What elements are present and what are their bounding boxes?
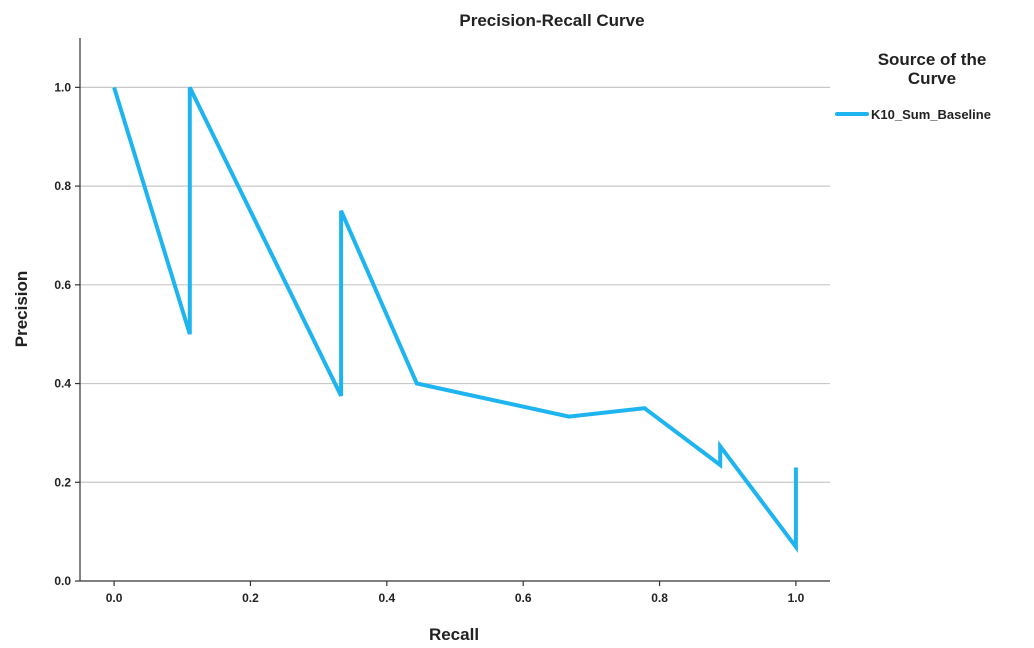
y-axis-title: Precision bbox=[12, 271, 31, 348]
x-tick-label: 0.8 bbox=[651, 591, 668, 605]
y-tick-label: 0.2 bbox=[54, 475, 71, 489]
y-axis-ticks: 0.0 0.2 0.4 0.6 0.8 1.0 bbox=[54, 80, 80, 588]
x-axis-ticks: 0.0 0.2 0.4 0.6 0.8 1.0 bbox=[106, 581, 805, 605]
y-tick-label: 0.4 bbox=[54, 377, 71, 391]
series-layer bbox=[112, 86, 798, 553]
y-tick-label: 0.6 bbox=[54, 278, 71, 292]
legend: Source of the Curve K10_Sum_Baseline bbox=[835, 50, 991, 122]
y-tick-label: 1.0 bbox=[54, 80, 71, 94]
x-tick-label: 0.4 bbox=[378, 591, 395, 605]
x-tick-label: 0.0 bbox=[106, 591, 123, 605]
x-axis-title: Recall bbox=[429, 625, 479, 644]
legend-title-line-2: Curve bbox=[908, 69, 956, 88]
legend-title-line-1: Source of the bbox=[878, 50, 987, 69]
legend-label-k10-sum-baseline: K10_Sum_Baseline bbox=[871, 107, 991, 122]
chart-title: Precision-Recall Curve bbox=[459, 11, 644, 30]
x-tick-label: 0.6 bbox=[515, 591, 532, 605]
series-line-k10-sum-baseline bbox=[112, 86, 798, 553]
gridlines bbox=[80, 86, 830, 483]
y-tick-label: 0.0 bbox=[54, 574, 71, 588]
y-tick-label: 0.8 bbox=[54, 179, 71, 193]
x-tick-label: 1.0 bbox=[788, 591, 805, 605]
x-tick-label: 0.2 bbox=[242, 591, 259, 605]
